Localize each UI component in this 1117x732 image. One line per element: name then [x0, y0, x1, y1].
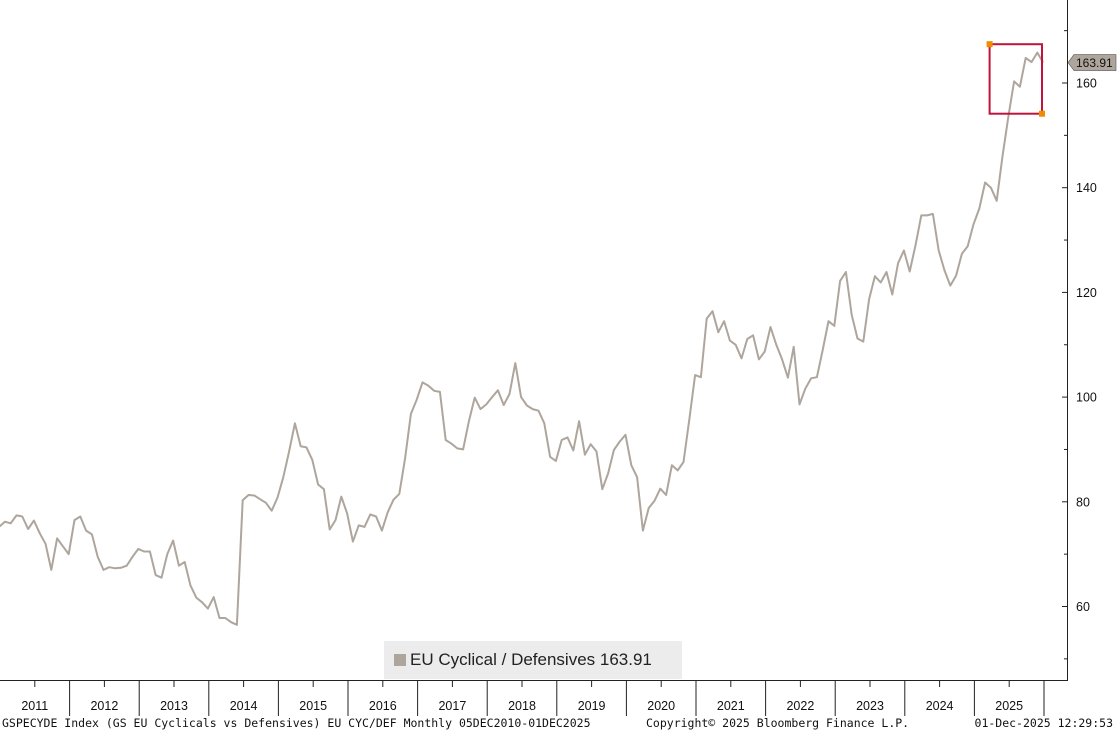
highlight-corner-marker	[1039, 110, 1045, 117]
y-tick-label: 140	[1076, 181, 1097, 195]
x-tick-label: 2024	[926, 699, 954, 713]
x-tick-label: 2015	[299, 699, 327, 713]
last-value-tag: 163.91	[1067, 54, 1117, 71]
legend-swatch	[394, 654, 406, 666]
x-tick-label: 2011	[21, 699, 48, 713]
highlight-corner-marker	[986, 41, 993, 48]
x-tick-label: 2019	[578, 699, 606, 713]
x-tick-label: 2013	[160, 699, 188, 713]
y-tick-label: 100	[1076, 391, 1097, 405]
last-value-label: 163.91	[1076, 56, 1113, 70]
footer-ticker-description: GSPECYDE Index (GS EU Cyclicals vs Defen…	[2, 716, 591, 730]
x-tick-label: 2018	[508, 699, 536, 713]
y-axis: 60 80 100 120 140 160	[1062, 30, 1097, 660]
x-tick-label: 2012	[90, 699, 118, 713]
y-tick-label: 120	[1076, 286, 1097, 300]
x-tick-label: 2014	[230, 699, 258, 713]
x-tick-label: 2020	[647, 699, 675, 713]
x-tick-label: 2023	[856, 699, 884, 713]
x-tick-label: 2021	[717, 699, 745, 713]
x-tick-label: 2025	[995, 699, 1023, 713]
y-tick-label: 160	[1076, 77, 1097, 91]
x-tick-label: 2017	[438, 699, 466, 713]
x-axis: 2011 2012 2013 2014 2015 2016 2017 2018 2019 2020…	[21, 681, 1045, 716]
footer-copyright: Copyright© 2025 Bloomberg Finance L.P.	[646, 716, 910, 730]
highlight-box	[988, 43, 1043, 115]
x-tick-label: 2022	[786, 699, 814, 713]
series-line	[0, 51, 1044, 626]
legend: EU Cyclical / Defensives 163.91	[384, 641, 682, 679]
x-tick-label: 2016	[369, 699, 397, 713]
last-value-tag-shape	[1067, 54, 1117, 71]
y-tick-label: 60	[1076, 600, 1090, 614]
footer-timestamp: 01-Dec-2025 12:29:53	[974, 716, 1113, 730]
y-tick-label: 80	[1076, 495, 1090, 509]
legend-label: EU Cyclical / Defensives 163.91	[410, 650, 652, 669]
